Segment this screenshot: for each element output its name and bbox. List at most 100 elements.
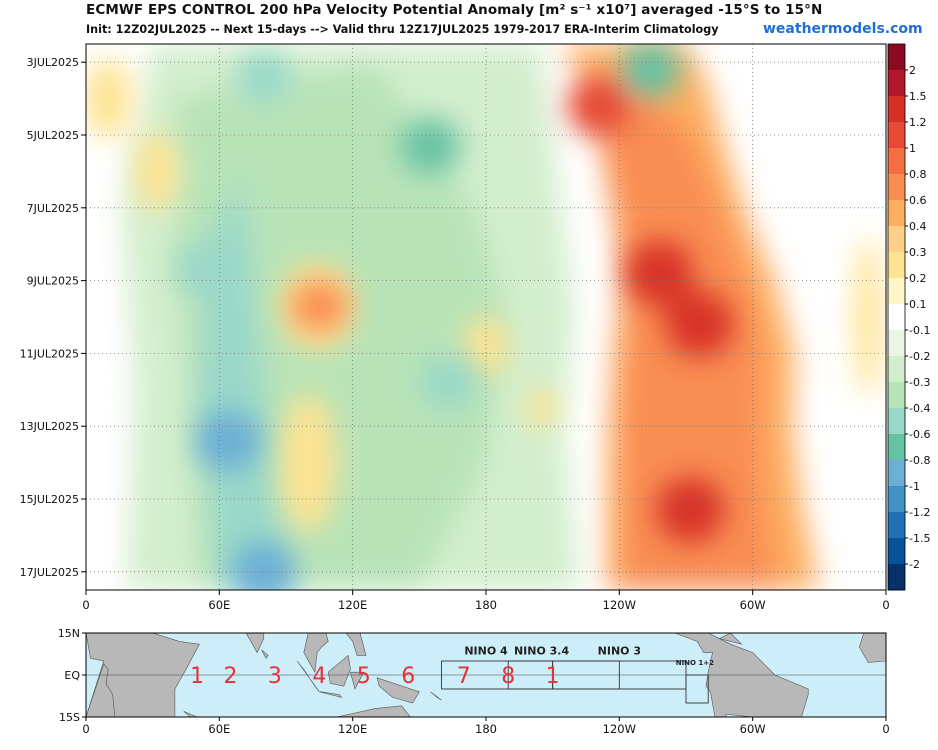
colorbar-segment <box>888 304 905 331</box>
map-x-label: 0 <box>82 722 89 736</box>
anomaly-center <box>234 50 293 103</box>
x-tick-label: 120E <box>338 598 367 612</box>
colorbar-label: -0.6 <box>909 428 930 441</box>
colorbar-segment <box>888 70 905 97</box>
mjo-phase-number: 6 <box>401 664 415 689</box>
anomaly-center <box>174 243 233 296</box>
land <box>319 691 343 698</box>
colorbar-segment <box>888 356 905 383</box>
pale-patch <box>86 58 133 139</box>
map-x-label: 60E <box>208 722 230 736</box>
colorbar-label: -2 <box>909 558 920 571</box>
pale-patch <box>525 388 558 428</box>
land <box>261 649 269 659</box>
colorbar-segment <box>888 278 905 305</box>
mjo-phase-number: 4 <box>312 664 326 689</box>
y-tick-label: 17JUL2025 <box>20 566 79 579</box>
pale-positive <box>86 58 883 533</box>
hovmoller-axes: 3JUL2025 5JUL2025 7JUL2025 9JUL2025 11JUL202… <box>20 43 890 612</box>
land <box>86 663 116 717</box>
mjo-phase-number: 1 <box>190 664 204 689</box>
y-tick-label: 13JUL2025 <box>20 420 79 433</box>
nino-region-label: NINO 4 <box>464 645 508 658</box>
colorbar-segment <box>888 382 905 409</box>
colorbar-frame <box>887 43 906 591</box>
colorbar-label: 2 <box>909 64 916 77</box>
x-tick-label: 120W <box>603 598 636 612</box>
x-tick-label: 60W <box>740 598 766 612</box>
colorbar-label: 0.4 <box>909 220 927 233</box>
colorbar-segment <box>888 434 905 461</box>
map-y-label: 15N <box>58 627 80 640</box>
y-tick-label: 11JUL2025 <box>20 347 79 360</box>
colorbar-label: 0.3 <box>909 246 927 259</box>
anomaly-center <box>290 280 349 333</box>
pale-patch <box>280 392 337 533</box>
y-tick-label: 7JUL2025 <box>27 202 79 215</box>
anomaly-center <box>620 44 681 98</box>
land <box>183 711 198 717</box>
colorbar-segment <box>888 226 905 253</box>
x-tick-label: 60E <box>208 598 230 612</box>
anomaly-center <box>624 240 694 307</box>
colorbar-label: -1 <box>909 480 920 493</box>
land <box>327 654 351 687</box>
pale-patch <box>854 237 883 397</box>
colorbar-segment <box>888 44 905 71</box>
map-x-label: 120W <box>603 722 636 736</box>
colorbar-segment <box>888 564 905 591</box>
colorbar: 2 1.5 1.2 1 0.8 0.6 0.4 0.3 0.2 0.1 -0.1 -0.2 -0.3 -0… <box>887 43 930 591</box>
colorbar-label: -0.8 <box>909 454 930 467</box>
map-y-label: EQ <box>64 669 80 682</box>
grid <box>86 44 886 590</box>
x-tick-label: 180 <box>475 598 497 612</box>
pale-patch <box>464 316 508 377</box>
chart-title: ECMWF EPS CONTROL 200 hPa Velocity Poten… <box>86 2 823 18</box>
x-tick-label: 0 <box>882 598 889 612</box>
map-x-label: 60W <box>740 722 766 736</box>
anomaly-centers <box>174 44 734 590</box>
brand-link[interactable]: weathermodels.com <box>763 21 923 37</box>
land <box>296 660 320 692</box>
land <box>718 633 743 645</box>
land <box>337 705 411 717</box>
colorbar-label: -0.4 <box>909 402 930 415</box>
land <box>350 671 365 690</box>
colorbar-label: -1.5 <box>909 532 930 545</box>
nino-region-label: NINO 1+2 <box>676 659 714 667</box>
colorbar-label: 1.2 <box>909 116 927 129</box>
colorbar-segment <box>888 252 905 279</box>
field-clip <box>86 44 886 590</box>
map-x-label: 120E <box>338 722 367 736</box>
y-tick-label: 3JUL2025 <box>27 56 79 69</box>
chart-subtitle: Init: 12Z02JUL2025 -- Next 15-days --> V… <box>86 23 719 36</box>
colorbar-label: 0.6 <box>909 194 927 207</box>
nino-region-label: NINO 3 <box>598 645 641 658</box>
y-tick-label: 9JUL2025 <box>27 275 79 288</box>
hovmoller-plot <box>86 44 886 590</box>
colorbar-segment <box>888 200 905 227</box>
mjo-phase-number: 8 <box>501 664 515 689</box>
nino-region-label: NINO 3.4 <box>514 645 570 658</box>
colorbar-segment <box>888 460 905 487</box>
colorbar-label: 0.8 <box>909 168 927 181</box>
colorbar-segment <box>888 486 905 513</box>
colorbar-segment <box>888 512 905 539</box>
land <box>832 633 886 663</box>
anomaly-center <box>664 291 734 358</box>
land <box>237 633 265 654</box>
anomaly-center <box>400 117 461 174</box>
mjo-phase-number: 1 <box>546 664 560 689</box>
mjo-phase-number: 3 <box>268 664 282 689</box>
colorbar-label: -0.2 <box>909 350 930 363</box>
colorbar-segment <box>888 330 905 357</box>
nino12-box <box>685 674 709 704</box>
mjo-phase-number: 5 <box>357 664 371 689</box>
colorbar-label: -1.2 <box>909 506 930 519</box>
anomaly-center <box>196 410 261 471</box>
land <box>290 633 329 674</box>
anomaly-center <box>231 541 296 590</box>
y-tick-label: 5JUL2025 <box>27 129 79 142</box>
